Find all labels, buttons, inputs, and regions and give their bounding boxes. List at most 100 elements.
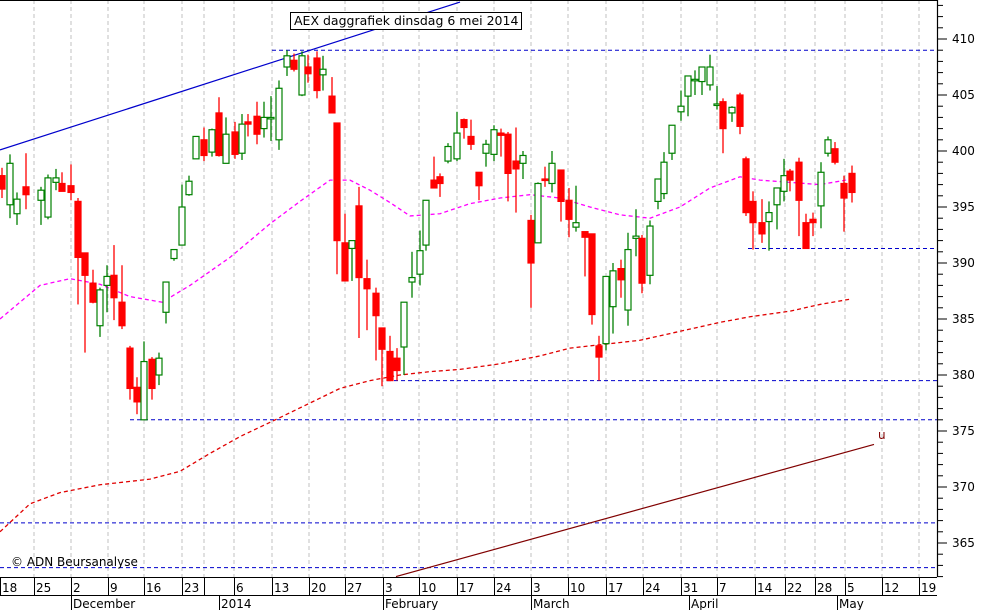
candle-down	[126, 347, 134, 390]
price-label: 395	[952, 200, 975, 214]
candle-up	[624, 248, 632, 311]
candle-down	[742, 158, 750, 214]
candle-up	[222, 133, 230, 164]
candle-up	[319, 68, 327, 76]
candle-up	[238, 123, 246, 154]
month-label: December	[73, 597, 135, 610]
candle-down	[595, 345, 603, 358]
week-label: 3	[533, 581, 541, 595]
candle-down	[758, 222, 766, 235]
trend-lines	[0, 1, 875, 578]
candle-up	[13, 198, 21, 215]
week-label: 5	[847, 581, 855, 595]
candle-up	[572, 222, 580, 228]
week-label: 25	[36, 581, 51, 595]
candle-down	[802, 222, 810, 250]
candle-down	[81, 252, 89, 276]
candle-up	[170, 248, 178, 260]
candle-up	[155, 357, 163, 376]
candle-down	[749, 200, 757, 224]
candle-up	[185, 180, 193, 196]
candle-down	[467, 135, 475, 145]
candle-up	[684, 75, 692, 97]
week-label: 10	[570, 581, 585, 595]
candle-up	[824, 139, 832, 154]
candle-up	[192, 135, 200, 160]
candles	[0, 50, 856, 421]
candle-down	[617, 268, 625, 281]
candle-up	[482, 143, 490, 154]
candle-down	[719, 101, 727, 130]
month-label: April	[691, 597, 718, 610]
week-label: 17	[459, 581, 474, 595]
week-label: 19	[921, 581, 936, 595]
candle-up	[283, 55, 291, 68]
candle-down	[475, 171, 483, 187]
candle-down	[786, 170, 794, 181]
candle-up	[677, 105, 685, 113]
candle-down	[736, 94, 744, 127]
price-label: 390	[952, 256, 975, 270]
support-lines	[0, 49, 937, 569]
candle-up	[408, 276, 416, 283]
week-label: 10	[421, 581, 436, 595]
candle-up	[668, 124, 676, 154]
candle-up	[6, 162, 14, 206]
candle-down	[244, 121, 252, 125]
week-label: 17	[608, 581, 623, 595]
candle-up	[519, 154, 527, 164]
candle-down	[378, 327, 386, 350]
candle-up	[275, 87, 283, 141]
candle-down	[333, 122, 341, 242]
candle-down	[436, 176, 444, 185]
trend-annotation-u: u	[878, 428, 886, 442]
price-label: 365	[952, 536, 975, 550]
candle-up	[609, 270, 617, 308]
candle-down	[148, 358, 156, 390]
candle-up	[444, 145, 452, 162]
candle-down	[215, 112, 223, 157]
candle-down	[0, 175, 6, 190]
week-label: 12	[884, 581, 899, 595]
week-label: 9	[110, 581, 118, 595]
month-label: 2014	[221, 597, 252, 610]
candle-down	[393, 357, 401, 372]
week-label: 31	[683, 581, 698, 595]
candle-up	[713, 103, 721, 107]
candle-down	[557, 169, 565, 202]
candle-down	[133, 386, 141, 403]
candle-up	[548, 162, 556, 185]
lower-trend-line	[395, 443, 875, 578]
candle-down	[200, 139, 208, 157]
candle-down	[22, 186, 30, 196]
chart-title: AEX daggrafiek dinsdag 6 mei 2014	[290, 12, 523, 30]
candle-up	[765, 212, 773, 223]
week-label: 13	[274, 581, 289, 595]
candle-up	[208, 129, 216, 153]
candle-down	[110, 274, 118, 299]
date-axis: 18 25 2 9 16 23 6 13 20 27 3 10 17 24 3 10 17 24 31 7 14 22 28…	[0, 577, 936, 610]
candle-up	[780, 175, 788, 192]
candle-up	[298, 55, 306, 96]
candle-down	[328, 95, 336, 114]
candle-up	[422, 199, 430, 246]
week-label: 23	[184, 581, 199, 595]
candle-down	[638, 237, 646, 284]
candle-up	[37, 189, 45, 201]
candle-up	[728, 106, 736, 114]
price-label: 400	[952, 144, 975, 158]
candle-up	[44, 177, 52, 218]
candle-up	[453, 132, 461, 160]
price-label: 375	[952, 424, 975, 438]
month-label: May	[839, 597, 864, 610]
month-label: February	[385, 597, 438, 610]
week-label: 16	[146, 581, 161, 595]
week-label: 24	[645, 581, 660, 595]
candle-up	[96, 289, 104, 327]
candle-up	[817, 171, 825, 207]
candle-up	[654, 178, 662, 202]
candle-down	[231, 131, 239, 155]
price-label: 370	[952, 480, 975, 494]
price-label: 385	[952, 312, 975, 326]
